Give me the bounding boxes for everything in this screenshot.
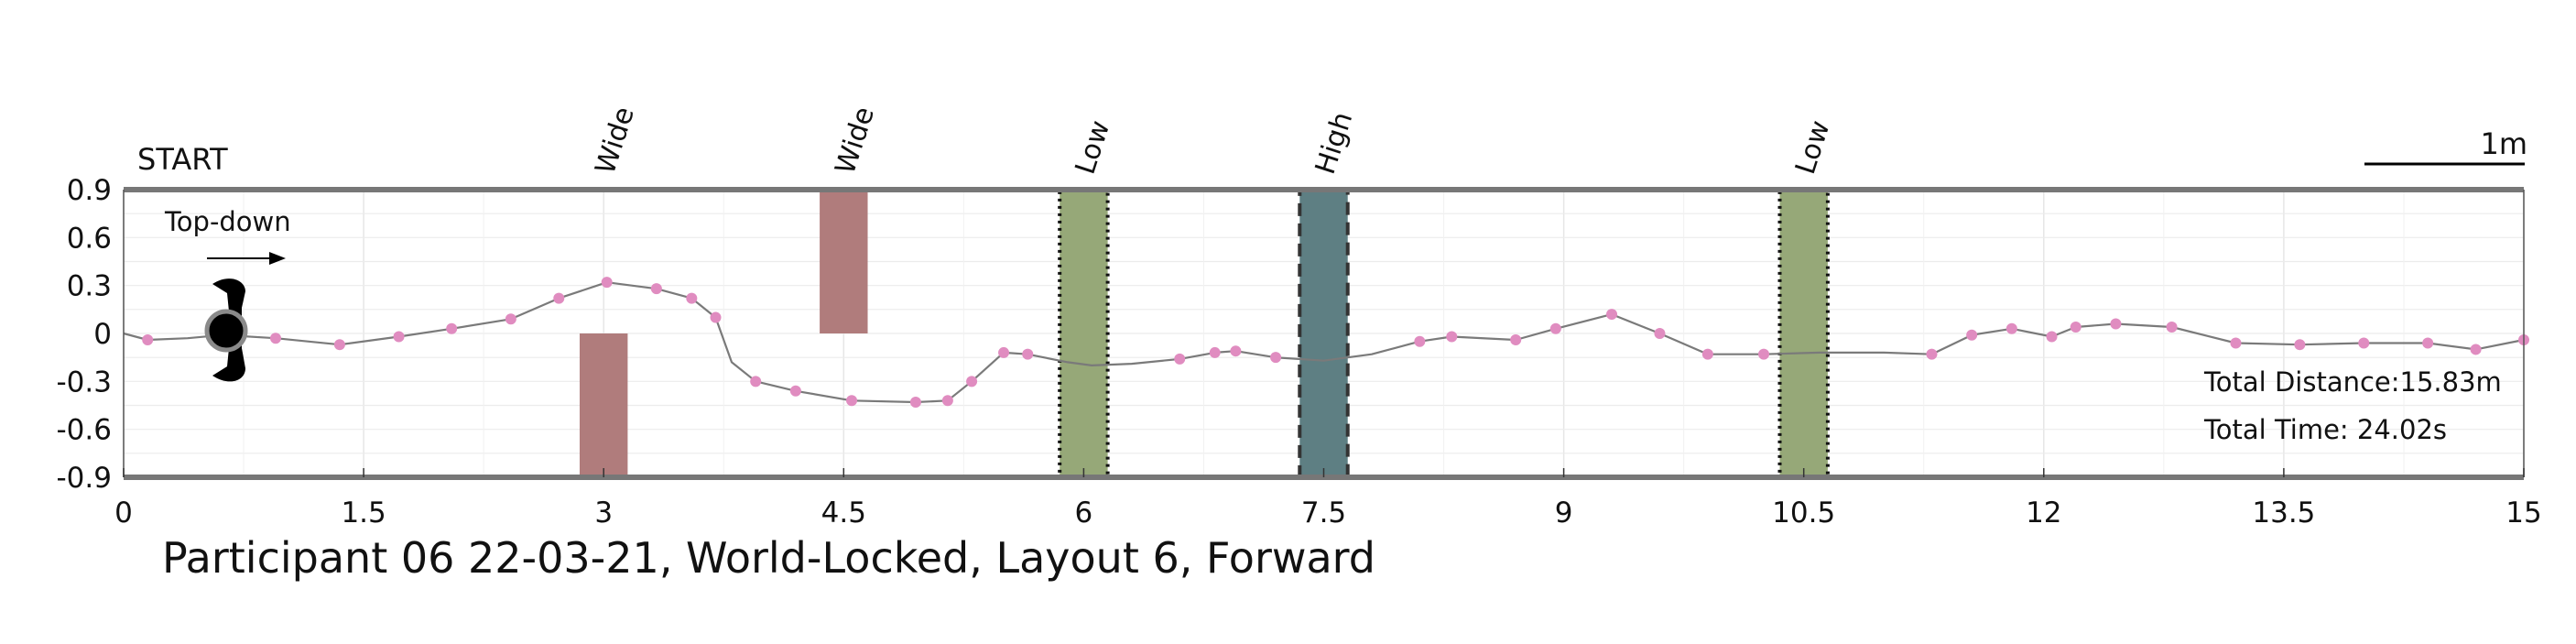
trajectory-point <box>789 385 801 397</box>
obstacle-high <box>1298 188 1350 479</box>
x-tick-label: 3 <box>594 497 613 529</box>
trajectory-point <box>2070 322 2081 333</box>
trajectory-point <box>2358 337 2370 349</box>
trajectory-point <box>2005 322 2017 334</box>
total-time: Total Time: 24.02s <box>2203 414 2447 445</box>
obstacles <box>579 188 1830 479</box>
trajectory-point <box>966 376 978 387</box>
trajectory-point <box>333 339 345 351</box>
x-tick-label: 15 <box>2505 497 2541 529</box>
x-tick-labels: 0 1.5 3 4.5 6 7.5 9 10.5 12 13.5 15 <box>114 497 2542 529</box>
obstacle-label-wide: Wide <box>590 103 641 178</box>
obstacle-low <box>1058 188 1110 479</box>
trajectory-point <box>1966 329 1978 341</box>
x-tick-label: 0 <box>114 497 133 529</box>
trajectory-point <box>941 395 953 407</box>
trajectory-point <box>2110 318 2122 330</box>
trajectory-point <box>1510 333 1522 345</box>
trajectory-series <box>123 277 2529 409</box>
trajectory-point <box>686 292 698 304</box>
trajectory-point <box>1549 322 1561 334</box>
trajectory-point <box>1606 309 1618 321</box>
trajectory-point <box>750 376 762 387</box>
x-tick-label: 4.5 <box>821 497 866 529</box>
trajectory-point <box>1270 352 1282 364</box>
y-tick-label: -0.6 <box>57 414 113 447</box>
obstacle-low <box>1777 188 1830 479</box>
y-tick-labels: 0.9 0.6 0.3 0 -0.3 -0.6 -0.9 <box>57 174 113 495</box>
trajectory-point <box>1174 353 1186 365</box>
start-label: START <box>137 142 228 177</box>
plot-frame <box>123 187 2525 480</box>
x-tick-label: 9 <box>1555 497 1573 529</box>
obstacle-label-high: High <box>1310 108 1360 178</box>
obstacle-wide <box>820 190 868 333</box>
trajectory-point <box>1414 335 1426 347</box>
obstacle-wide <box>579 333 628 477</box>
y-tick-label: 0 <box>93 318 112 351</box>
trajectory-point <box>2166 322 2178 333</box>
y-tick-label: 0.9 <box>67 174 112 207</box>
trajectory-point <box>601 277 613 289</box>
trajectory-point <box>1230 345 1242 357</box>
obstacle-labels: Wide Wide Low High Low <box>590 103 1837 178</box>
x-tick-label: 6 <box>1075 497 1093 529</box>
trajectory-point <box>446 322 458 334</box>
trajectory-point <box>2230 337 2242 349</box>
x-tick-label: 1.5 <box>341 497 386 529</box>
trajectory-point <box>1701 348 1713 360</box>
x-tick-label: 13.5 <box>2252 497 2315 529</box>
trajectory-point <box>2046 331 2058 343</box>
trajectory-point <box>710 311 722 323</box>
obstacle-label-low: Low <box>1789 116 1837 178</box>
trajectory-point <box>1654 328 1666 339</box>
trajectory-point <box>2470 344 2482 355</box>
trajectory-point <box>269 333 281 344</box>
trajectory-point <box>553 292 565 304</box>
trajectory-point <box>2422 337 2434 349</box>
direction-arrow-icon <box>207 252 286 265</box>
trajectory-point <box>393 331 405 343</box>
trajectory-point <box>1022 348 1034 360</box>
trajectory-point <box>505 313 516 325</box>
y-tick-label: -0.9 <box>57 462 113 495</box>
total-distance: Total Distance:15.83m <box>2203 366 2502 398</box>
trajectory-point <box>142 333 154 345</box>
trajectory-point <box>650 283 662 295</box>
trajectory-point <box>2294 339 2306 351</box>
obstacle-label-low: Low <box>1070 116 1117 178</box>
chart-title: Participant 06 22-03-21, World-Locked, L… <box>162 533 1375 583</box>
x-tick-label: 12 <box>2026 497 2061 529</box>
y-tick-label: -0.3 <box>57 366 113 398</box>
obstacle-label-wide: Wide <box>830 103 881 178</box>
trajectory-point <box>1446 331 1458 343</box>
trajectory-point <box>1758 348 1770 360</box>
walker-icon <box>204 278 248 382</box>
trajectory-point <box>998 346 1010 358</box>
x-tick-label: 10.5 <box>1772 497 1835 529</box>
trajectory-point <box>1209 346 1221 358</box>
x-tick-label: 7.5 <box>1301 497 1346 529</box>
direction-label: Top-down <box>164 206 291 237</box>
scale-label: 1m <box>2480 126 2527 161</box>
y-tick-label: 0.3 <box>67 270 112 303</box>
trajectory-point <box>1926 348 1938 360</box>
trajectory-point <box>846 395 858 407</box>
y-tick-label: 0.6 <box>67 222 112 255</box>
trajectory-point <box>909 397 921 409</box>
